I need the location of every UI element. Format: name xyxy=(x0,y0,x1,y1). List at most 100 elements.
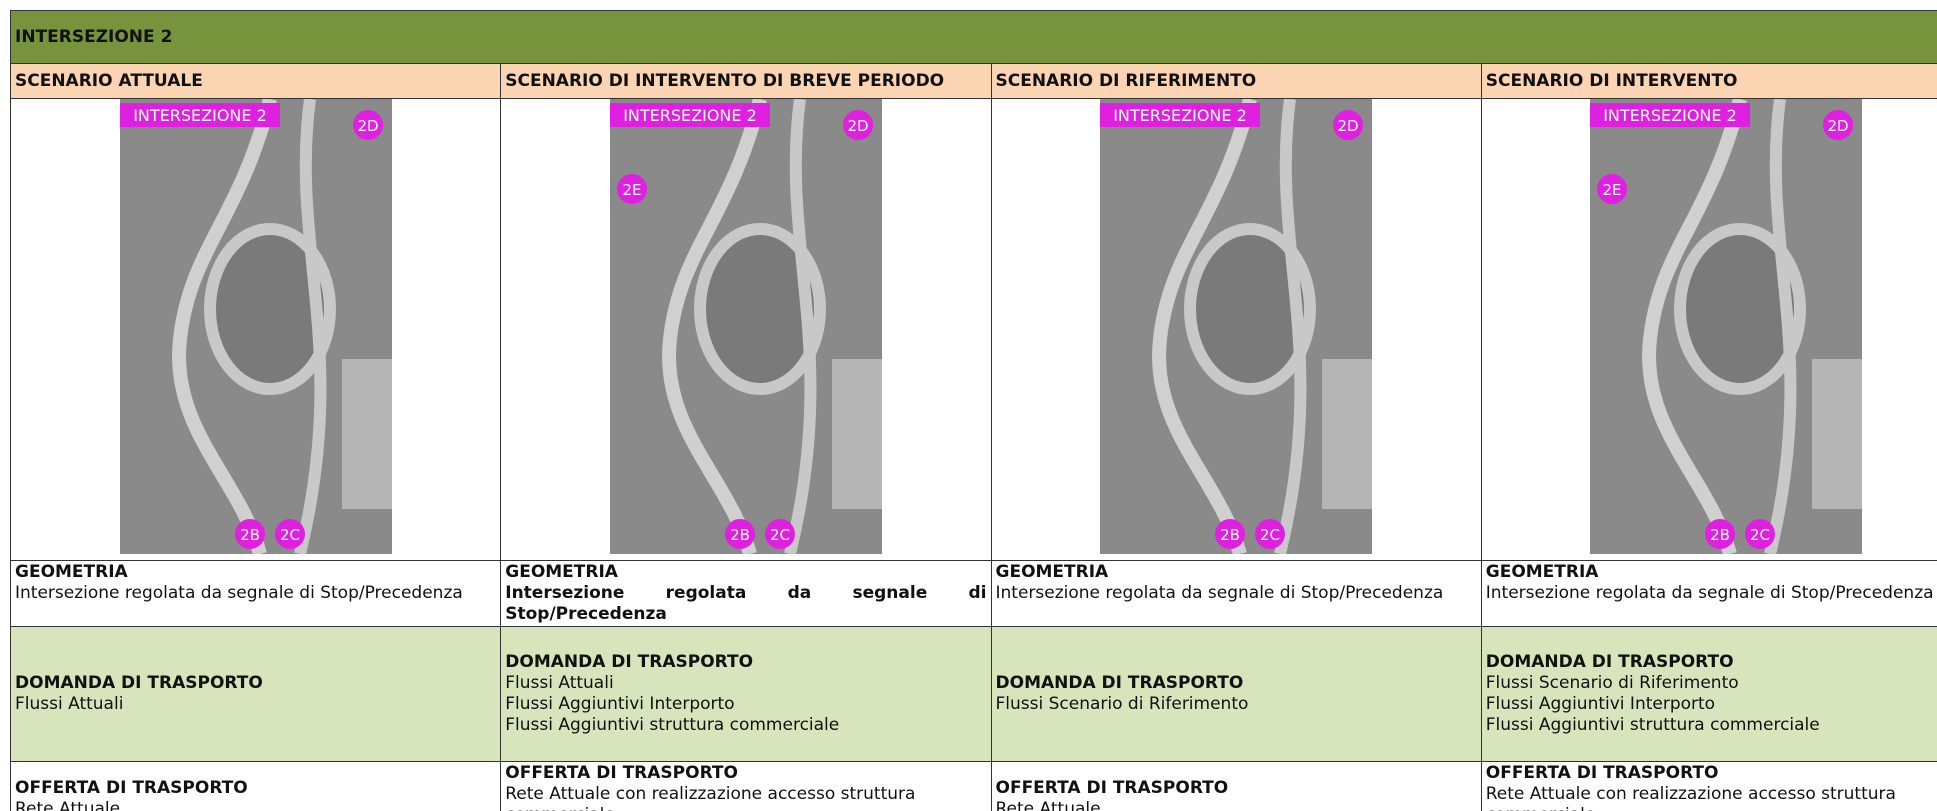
offerta-text: Rete Attuale con realizzazione accesso s… xyxy=(1485,784,1896,811)
geometria-text: Intersezione regolata da segnale di Stop… xyxy=(15,583,463,603)
image-cell: INTERSEZIONE 2 2D 2B 2C xyxy=(10,97,502,561)
point-marker xyxy=(352,110,383,140)
domanda-cell: DOMANDA DI TRASPORTO Flussi Attuali xyxy=(10,626,502,762)
point-marker xyxy=(764,519,795,549)
image-cell: INTERSEZIONE 2 2D 2E 2B 2C xyxy=(1480,97,1937,561)
point-marker xyxy=(1745,519,1776,549)
domanda-line: Flussi Attuali xyxy=(15,694,124,714)
table-wrap: INTERSEZIONE 2 SCENARIO ATTUALE SCENARIO … xyxy=(10,10,1937,811)
geometria-text: Intersezione regolata da segnale di Stop… xyxy=(995,583,1444,603)
buildings xyxy=(1812,359,1863,509)
point-label: 2E xyxy=(622,181,641,199)
road xyxy=(784,98,817,556)
domanda-line: Flussi Aggiuntivi struttura commerciale xyxy=(505,715,840,735)
domanda-line: Flussi Scenario di Riferimento xyxy=(1485,673,1739,693)
domanda-line: Flussi Scenario di Riferimento xyxy=(995,694,1249,714)
road xyxy=(171,97,277,556)
label-bg xyxy=(1100,103,1261,127)
offerta-text: Rete Attuale xyxy=(995,799,1101,811)
image-cell: INTERSEZIONE 2 2D 2B 2C xyxy=(990,97,1482,561)
point-label: 2D xyxy=(357,117,378,135)
roundabout xyxy=(1674,223,1807,395)
aerial-photo: INTERSEZIONE 2 2D 2B 2C xyxy=(1100,97,1373,556)
domanda-line: Flussi Aggiuntivi Interporto xyxy=(1485,694,1716,714)
road xyxy=(661,97,767,556)
image-title: INTERSEZIONE 2 xyxy=(133,106,267,125)
geometria-label: GEOMETRIA xyxy=(1485,562,1599,582)
road xyxy=(1642,97,1748,556)
geometria-label: GEOMETRIA xyxy=(505,562,618,582)
table-title: INTERSEZIONE 2 xyxy=(10,10,1937,64)
image-title: INTERSEZIONE 2 xyxy=(1113,106,1247,125)
point-label: 2D xyxy=(1338,117,1359,135)
offerta-cell: OFFERTA DI TRASPORTO Rete Attuale xyxy=(10,761,502,811)
geometria-text: Intersezione regolata da segnale di Stop… xyxy=(1485,583,1934,603)
scenario-table: INTERSEZIONE 2 SCENARIO ATTUALE SCENARIO … xyxy=(10,10,1937,811)
aerial-photo: INTERSEZIONE 2 2D 2E 2B 2C xyxy=(1590,97,1863,556)
column-header: SCENARIO DI INTERVENTO DI BREVE PERIODO xyxy=(500,63,992,99)
geometria-text: Intersezione regolata da segnale di Stop… xyxy=(505,583,987,624)
label-bg xyxy=(119,103,280,127)
image-cell: INTERSEZIONE 2 2D 2E 2B 2C xyxy=(500,97,992,561)
geometria-cell: GEOMETRIA Intersezione regolata da segnal… xyxy=(10,560,502,627)
aerial-photo: INTERSEZIONE 2 2D 2B 2C xyxy=(119,97,392,556)
image-title: INTERSEZIONE 2 xyxy=(623,106,757,125)
domanda-line: Flussi Attuali xyxy=(505,673,614,693)
domanda-label: DOMANDA DI TRASPORTO xyxy=(995,673,1244,693)
label-bg xyxy=(609,103,770,127)
buildings xyxy=(1322,359,1373,509)
geometria-cell: GEOMETRIA Intersezione regolata da segnal… xyxy=(500,560,992,627)
offerta-cell: OFFERTA DI TRASPORTO Rete Attuale xyxy=(990,761,1482,811)
point-label: 2B xyxy=(1710,526,1730,544)
roundabout xyxy=(1184,223,1317,395)
point-label: 2D xyxy=(847,117,868,135)
road xyxy=(1274,98,1307,556)
point-marker xyxy=(842,110,873,140)
offerta-cell: OFFERTA DI TRASPORTO Rete Attuale con rea… xyxy=(1480,761,1937,811)
point-marker xyxy=(1215,519,1246,549)
offerta-cell: OFFERTA DI TRASPORTO Rete Attuale con rea… xyxy=(500,761,992,811)
domanda-label: DOMANDA DI TRASPORTO xyxy=(1485,652,1734,672)
point-label: 2B xyxy=(730,526,750,544)
point-label: 2C xyxy=(1750,526,1770,544)
point-marker xyxy=(1333,110,1364,140)
geometria-label: GEOMETRIA xyxy=(15,562,128,582)
domanda-label: DOMANDA DI TRASPORTO xyxy=(15,673,263,693)
point-label: 2C xyxy=(770,526,790,544)
geometria-cell: GEOMETRIA Intersezione regolata da segnal… xyxy=(990,560,1482,627)
point-label: 2C xyxy=(1260,526,1280,544)
offerta-label: OFFERTA DI TRASPORTO xyxy=(15,778,248,798)
point-marker xyxy=(724,519,755,549)
domanda-cell: DOMANDA DI TRASPORTO Flussi Scenario di R… xyxy=(990,626,1482,762)
roundabout xyxy=(693,223,826,395)
geometria-label: GEOMETRIA xyxy=(995,562,1109,582)
offerta-text: Rete Attuale xyxy=(15,799,121,811)
buildings xyxy=(341,359,392,509)
offerta-text: Rete Attuale con realizzazione accesso s… xyxy=(505,784,916,811)
image-title: INTERSEZIONE 2 xyxy=(1604,106,1738,125)
point-label: 2B xyxy=(240,526,260,544)
geometria-cell: GEOMETRIA Intersezione regolata da segnal… xyxy=(1480,560,1937,627)
domanda-cell: DOMANDA DI TRASPORTO Flussi Scenario di R… xyxy=(1480,626,1937,762)
point-label: 2D xyxy=(1828,117,1849,135)
buildings xyxy=(831,359,882,509)
offerta-label: OFFERTA DI TRASPORTO xyxy=(505,763,738,783)
aerial-photo: INTERSEZIONE 2 2D 2E 2B 2C xyxy=(609,97,882,556)
point-marker xyxy=(234,519,265,549)
roundabout xyxy=(203,223,336,395)
point-label: 2E xyxy=(1603,181,1622,199)
column-header: SCENARIO DI RIFERIMENTO xyxy=(990,63,1482,99)
domanda-cell: DOMANDA DI TRASPORTO Flussi Attuali Flussi… xyxy=(500,626,992,762)
point-marker xyxy=(1255,519,1286,549)
point-label: 2C xyxy=(280,526,300,544)
label-bg xyxy=(1590,103,1751,127)
offerta-label: OFFERTA DI TRASPORTO xyxy=(1485,763,1719,783)
column-header: SCENARIO DI INTERVENTO xyxy=(1480,63,1937,99)
point-marker xyxy=(274,519,305,549)
point-marker xyxy=(1705,519,1736,549)
point-marker xyxy=(1597,174,1628,204)
offerta-label: OFFERTA DI TRASPORTO xyxy=(995,778,1229,798)
point-marker xyxy=(616,174,647,204)
point-marker xyxy=(1823,110,1854,140)
